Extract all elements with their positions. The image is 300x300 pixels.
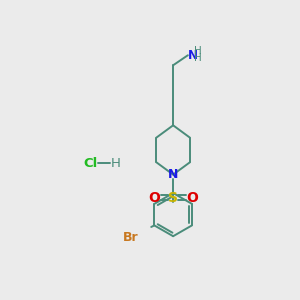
Text: O: O <box>186 191 198 205</box>
Text: S: S <box>168 191 178 205</box>
Text: N: N <box>188 49 198 62</box>
Text: Cl: Cl <box>83 157 97 169</box>
Text: O: O <box>148 191 160 205</box>
Text: Br: Br <box>123 231 139 244</box>
Text: H: H <box>194 53 202 63</box>
Text: H: H <box>111 157 121 169</box>
Text: N: N <box>168 168 178 181</box>
Text: H: H <box>194 46 202 56</box>
